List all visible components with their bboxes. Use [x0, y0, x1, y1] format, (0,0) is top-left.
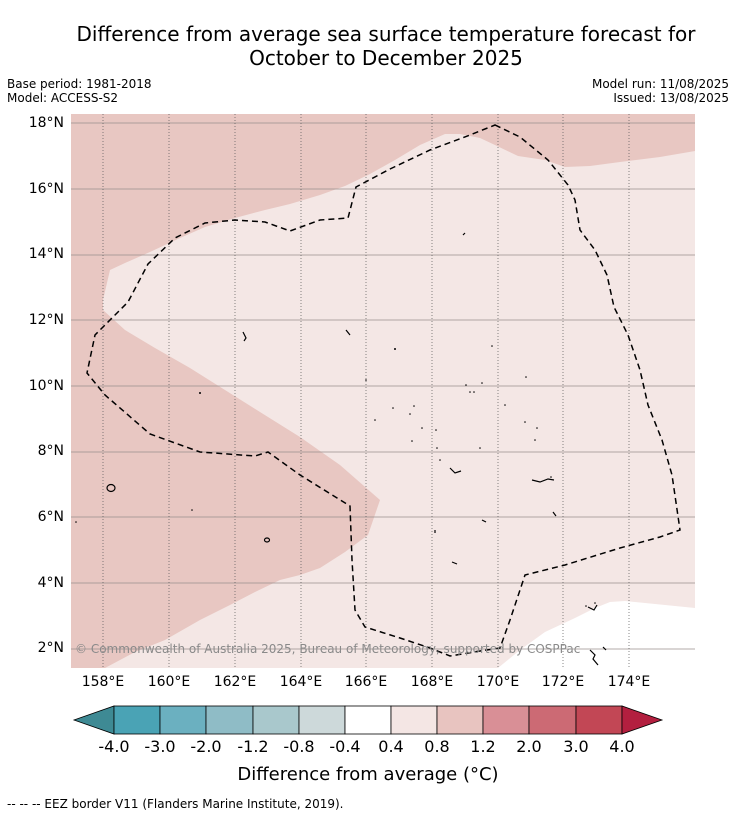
colorbar-tick-11: 3.0	[563, 737, 589, 756]
lon-label-170e: 170°E	[476, 674, 520, 690]
lon-label-168e: 168°E	[410, 674, 454, 690]
model-name: Model: ACCESS-S2	[7, 91, 119, 105]
colorbar-bin-1	[113, 705, 161, 735]
issued-date: Issued: 13/08/2025	[613, 91, 729, 105]
warm-region-southwest	[71, 300, 380, 668]
meta-right: Model run: 11/08/2025 Issued: 13/08/2025	[592, 77, 729, 105]
colorbar-low-arrow	[72, 705, 115, 735]
colorbar-tick-7: 0.4	[378, 737, 404, 756]
map-title: Difference from average sea surface temp…	[0, 22, 736, 70]
colorbar-tick-6: -0.4	[329, 737, 361, 756]
lat-label-12n: 12°N	[28, 312, 64, 328]
eez-border	[86, 124, 681, 657]
lat-label-18n: 18°N	[28, 115, 64, 131]
eez-footnote: -- -- -- EEZ border V11 (Flanders Marine…	[7, 797, 344, 811]
latitude-grid	[71, 122, 695, 650]
colorbar-bin-6	[344, 705, 392, 735]
lon-label-158e: 158°E	[81, 674, 125, 690]
atoll-dots	[75, 345, 596, 607]
neutral-region	[498, 601, 695, 668]
lat-label-2n: 2°N	[37, 640, 64, 656]
colorbar-bin-4	[252, 705, 300, 735]
colorbar-bin-2	[159, 705, 207, 735]
colorbar-tick-4: -1.2	[237, 737, 269, 756]
copyright-notice: © Commonwealth of Australia 2025, Bureau…	[75, 642, 581, 656]
longitude-grid	[102, 114, 630, 668]
title-line-1: Difference from average sea surface temp…	[76, 22, 696, 46]
lat-label-14n: 14°N	[28, 246, 64, 262]
lon-label-172e: 172°E	[541, 674, 585, 690]
colorbar-label: Difference from average (°C)	[237, 764, 499, 785]
warm-region-north	[71, 114, 695, 300]
islands	[106, 232, 607, 666]
colorbar-high-arrow	[621, 705, 664, 735]
colorbar-bin-11	[575, 705, 623, 735]
colorbar-bin-5	[298, 705, 346, 735]
colorbar-bin-9	[482, 705, 530, 735]
colorbar-bin-3	[205, 705, 254, 735]
lat-label-8n: 8°N	[37, 443, 64, 459]
meta-left: Base period: 1981-2018 Model: ACCESS-S2	[7, 77, 152, 105]
colorbar-tick-10: 2.0	[516, 737, 542, 756]
colorbar-bin-10	[528, 705, 577, 735]
model-run: Model run: 11/08/2025	[591, 77, 729, 91]
colorbar-bin-7	[390, 705, 438, 735]
lon-label-164e: 164°E	[279, 674, 323, 690]
colorbar-tick-5: -0.8	[283, 737, 315, 756]
lat-label-4n: 4°N	[37, 575, 64, 591]
colorbar-tick-9: 1.2	[470, 737, 496, 756]
colorbar-tick-2: -3.0	[144, 737, 176, 756]
title-line-2: October to December 2025	[249, 46, 523, 70]
colorbar-tick-1: -4.0	[98, 737, 130, 756]
colorbar	[72, 705, 664, 735]
colorbar-bin-8	[436, 705, 484, 735]
lon-label-166e: 166°E	[344, 674, 388, 690]
lat-label-16n: 16°N	[28, 181, 64, 197]
base-period: Base period: 1981-2018	[7, 77, 152, 91]
lon-label-160e: 160°E	[147, 674, 191, 690]
colorbar-tick-12: 4.0	[609, 737, 635, 756]
colorbar-tick-3: -2.0	[190, 737, 222, 756]
lon-label-174e: 174°E	[607, 674, 651, 690]
lon-label-162e: 162°E	[213, 674, 257, 690]
colorbar-tick-8: 0.8	[424, 737, 450, 756]
lat-label-10n: 10°N	[28, 378, 64, 394]
lat-label-6n: 6°N	[37, 509, 64, 525]
